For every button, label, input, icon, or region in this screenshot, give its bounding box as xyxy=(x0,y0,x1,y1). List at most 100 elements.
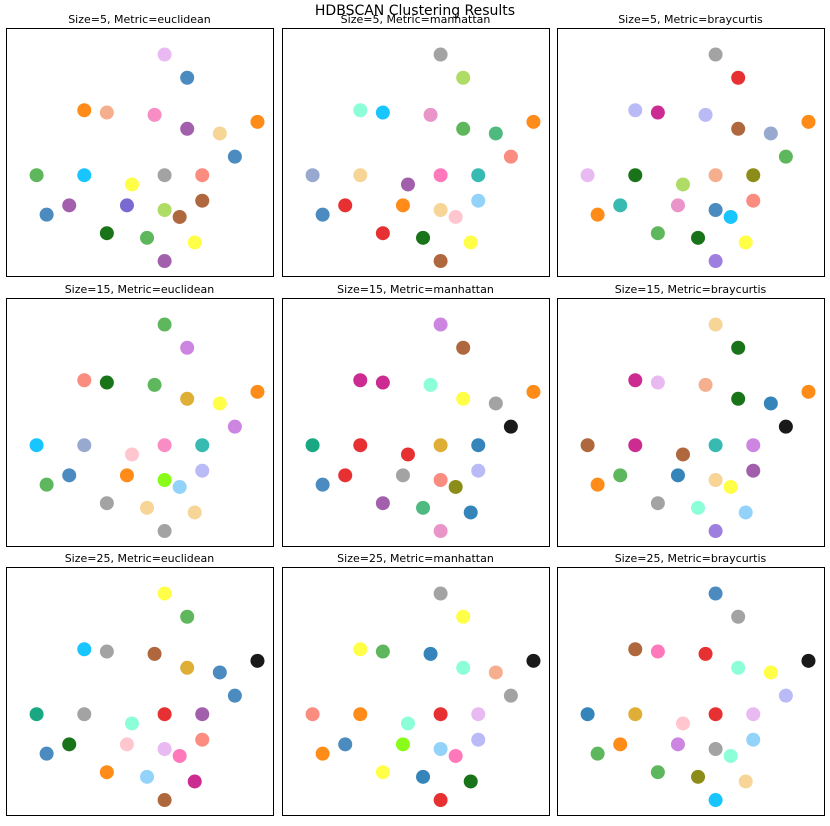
cluster-point xyxy=(375,644,390,659)
cluster-point xyxy=(456,340,471,355)
cluster-point xyxy=(708,203,723,217)
cluster-point xyxy=(353,103,368,118)
cluster-point xyxy=(180,121,195,136)
cluster-point xyxy=(691,769,706,784)
cluster-point xyxy=(187,235,202,250)
cluster-point xyxy=(471,732,486,747)
cluster-point xyxy=(315,477,330,492)
cluster-point xyxy=(456,609,471,624)
cluster-point xyxy=(212,126,227,141)
cluster-point xyxy=(195,732,210,747)
cluster-point xyxy=(77,373,92,388)
subplot-title: Size=15, Metric=euclidean xyxy=(65,283,215,296)
cluster-point xyxy=(99,496,114,511)
cluster-point xyxy=(119,737,134,752)
cluster-point xyxy=(723,209,738,224)
cluster-point xyxy=(172,748,187,763)
subplot-title: Size=25, Metric=euclidean xyxy=(65,552,215,565)
plot-frame xyxy=(282,567,550,816)
cluster-point xyxy=(375,375,390,390)
cluster-point xyxy=(456,70,471,85)
plot-frame xyxy=(6,28,274,277)
cluster-point xyxy=(433,524,448,539)
cluster-point xyxy=(746,707,761,722)
cluster-point xyxy=(338,737,353,752)
cluster-point xyxy=(315,746,330,761)
cluster-point xyxy=(456,121,471,136)
cluster-point xyxy=(471,193,486,208)
cluster-point xyxy=(157,524,172,539)
subplot-title: Size=15, Metric=braycurtis xyxy=(615,283,767,296)
cluster-point xyxy=(157,473,172,487)
cluster-point xyxy=(433,793,448,808)
subplot: Size=15, Metric=braycurtis xyxy=(557,283,825,547)
cluster-point xyxy=(708,317,723,332)
cluster-point xyxy=(471,168,486,183)
cluster-point xyxy=(353,438,368,453)
cluster-point xyxy=(580,707,595,722)
plot-frame xyxy=(6,567,274,816)
cluster-point xyxy=(778,688,793,703)
cluster-point xyxy=(503,149,518,164)
cluster-point xyxy=(650,644,665,659)
cluster-point xyxy=(99,644,114,659)
cluster-point xyxy=(613,198,628,213)
cluster-point xyxy=(433,254,448,269)
cluster-point xyxy=(423,107,438,122)
cluster-point xyxy=(353,373,368,388)
cluster-point xyxy=(731,340,746,355)
subplot-title: Size=25, Metric=manhattan xyxy=(337,552,494,565)
cluster-point xyxy=(99,226,114,241)
cluster-point xyxy=(227,419,242,434)
cluster-point xyxy=(250,384,265,399)
cluster-point xyxy=(675,447,690,462)
cluster-point xyxy=(395,468,410,483)
plot-frame xyxy=(282,28,550,277)
cluster-point xyxy=(628,103,643,118)
cluster-point xyxy=(763,665,778,680)
cluster-point xyxy=(503,419,518,434)
cluster-point xyxy=(250,114,265,129)
cluster-point xyxy=(746,463,761,478)
cluster-point xyxy=(628,168,643,183)
cluster-point xyxy=(62,198,77,213)
cluster-point xyxy=(305,707,320,722)
plot-frame xyxy=(6,298,274,547)
cluster-point xyxy=(675,716,690,731)
cluster-point xyxy=(305,168,320,183)
cluster-point xyxy=(746,168,761,183)
cluster-point xyxy=(580,168,595,183)
cluster-point xyxy=(433,707,448,722)
subplot: Size=15, Metric=euclidean xyxy=(6,283,274,547)
cluster-point xyxy=(448,209,463,224)
plot-frame xyxy=(282,298,550,547)
subplot: Size=25, Metric=manhattan xyxy=(282,552,550,816)
cluster-point xyxy=(590,207,605,222)
cluster-point xyxy=(395,737,410,752)
cluster-point xyxy=(650,375,665,390)
cluster-point xyxy=(433,586,448,601)
cluster-point xyxy=(778,419,793,434)
cluster-point xyxy=(187,505,202,520)
cluster-point xyxy=(708,47,723,62)
cluster-point xyxy=(628,373,643,388)
cluster-point xyxy=(157,168,172,183)
cluster-point xyxy=(650,496,665,511)
cluster-point xyxy=(180,340,195,355)
cluster-point xyxy=(99,375,114,390)
cluster-point xyxy=(650,105,665,120)
cluster-point xyxy=(400,177,415,192)
cluster-point xyxy=(731,391,746,406)
cluster-point xyxy=(187,774,202,789)
cluster-point xyxy=(628,642,643,657)
cluster-point xyxy=(140,230,155,245)
cluster-point xyxy=(62,737,77,752)
cluster-point xyxy=(423,377,438,392)
cluster-point xyxy=(580,438,595,453)
cluster-point xyxy=(801,384,816,399)
cluster-point xyxy=(613,737,628,752)
cluster-point xyxy=(708,707,723,722)
cluster-point xyxy=(195,168,210,183)
cluster-point xyxy=(433,317,448,332)
